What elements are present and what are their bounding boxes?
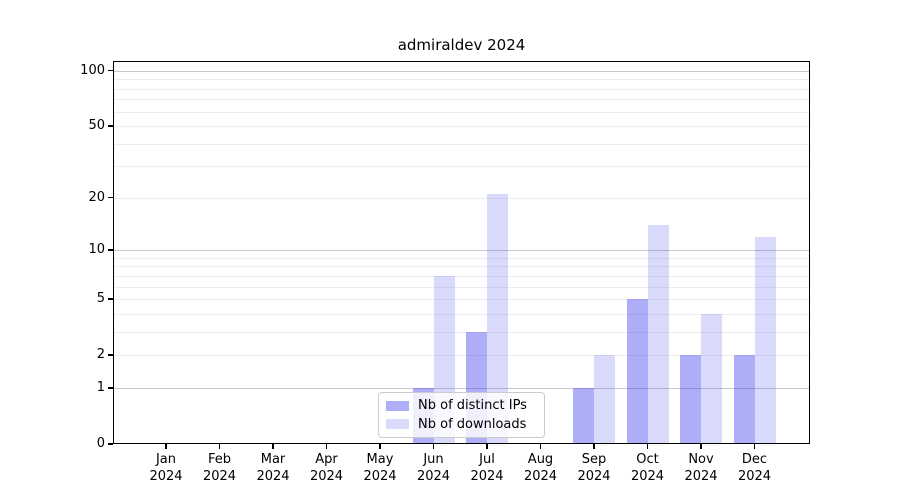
x-tick-mark	[165, 444, 167, 449]
gridline-minor	[113, 111, 810, 113]
gridline-minor	[113, 275, 810, 277]
x-tick-mark	[272, 444, 274, 449]
bar-downloads-dec-2024	[754, 236, 776, 444]
y-tick-label: 20	[88, 189, 105, 205]
legend-swatch-distinct-ips	[386, 400, 409, 411]
x-tick-mark	[379, 444, 381, 449]
x-tick-mark	[218, 444, 221, 449]
y-tick-label: 1	[96, 379, 105, 395]
bar-distinct-ips-nov-2024	[680, 355, 701, 444]
y-tick-label: 100	[80, 62, 105, 78]
gridline-major	[113, 387, 810, 389]
chart-title: admiraldev 2024	[397, 36, 526, 54]
gridline-minor	[113, 166, 810, 168]
y-tick-mark	[108, 387, 113, 389]
gridline-minor	[113, 355, 810, 357]
bar-distinct-ips-dec-2024	[733, 355, 755, 444]
gridline-minor	[113, 99, 810, 101]
x-tick-label: Aug 2024	[523, 452, 558, 484]
gridline-minor	[113, 79, 810, 81]
x-tick-label: May 2024	[363, 452, 397, 484]
y-tick-label: 2	[96, 347, 105, 363]
x-tick-label: Jun 2024	[416, 452, 451, 484]
gridline-minor	[113, 299, 810, 301]
x-tick-label: Mar 2024	[256, 452, 290, 484]
gridline-minor	[113, 286, 810, 288]
legend-swatch-downloads	[386, 419, 409, 430]
y-tick-label: 5	[96, 291, 105, 307]
bar-downloads-nov-2024	[701, 313, 722, 444]
x-tick-mark	[325, 444, 328, 449]
y-tick-label: 50	[88, 118, 105, 134]
gridline-minor	[113, 88, 810, 90]
y-tick-mark	[108, 249, 113, 251]
gridline-minor	[113, 331, 810, 333]
y-tick-mark	[108, 298, 113, 300]
y-tick-mark	[108, 354, 113, 356]
x-tick-label: Nov 2024	[684, 452, 718, 484]
x-tick-label: Jul 2024	[470, 452, 504, 484]
gridline-minor	[113, 266, 810, 268]
legend-label-downloads: Nb of downloads	[418, 416, 527, 432]
bar-distinct-ips-sep-2024	[573, 387, 594, 444]
bar-downloads-jul-2024	[487, 194, 508, 444]
x-tick-mark	[539, 444, 542, 449]
bar-downloads-sep-2024	[594, 355, 615, 444]
x-tick-mark	[593, 444, 595, 449]
legend-label-distinct-ips: Nb of distinct IPs	[418, 398, 527, 414]
x-tick-mark	[432, 444, 435, 449]
gridline-major	[113, 70, 810, 72]
y-tick-mark	[108, 70, 113, 72]
y-tick-mark	[108, 197, 113, 199]
x-tick-label: Oct 2024	[630, 452, 665, 484]
x-tick-label: Apr 2024	[309, 452, 344, 484]
gridline-major	[113, 250, 810, 252]
y-tick-label: 10	[88, 242, 105, 258]
y-tick-mark	[108, 443, 113, 445]
plot-area	[113, 61, 810, 444]
bar-distinct-ips-oct-2024	[626, 299, 648, 444]
gridline-minor	[113, 257, 810, 259]
legend-item-distinct-ips: Nb of distinct IPs	[386, 397, 536, 414]
x-tick-label: Jan 2024	[149, 452, 183, 484]
x-tick-mark	[646, 444, 649, 449]
bar-downloads-oct-2024	[647, 225, 669, 444]
x-tick-mark	[486, 444, 488, 449]
x-tick-label: Feb 2024	[202, 452, 237, 484]
legend-item-downloads: Nb of downloads	[386, 416, 536, 433]
gridline-minor	[113, 126, 810, 128]
y-tick-mark	[108, 125, 113, 127]
gridline-minor	[113, 197, 810, 199]
legend: Nb of distinct IPs Nb of downloads	[378, 392, 545, 438]
y-tick-label: 0	[96, 436, 105, 451]
x-tick-label: Sep 2024	[577, 452, 611, 484]
x-tick-mark	[700, 444, 702, 449]
x-tick-label: Dec 2024	[737, 452, 772, 484]
gridline-minor	[113, 313, 810, 315]
gridline-minor	[113, 143, 810, 145]
x-tick-mark	[753, 444, 756, 449]
